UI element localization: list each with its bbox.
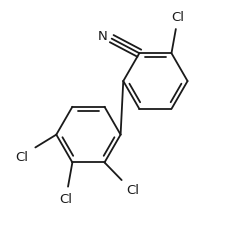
Text: Cl: Cl bbox=[126, 184, 138, 197]
Text: Cl: Cl bbox=[16, 151, 29, 164]
Text: N: N bbox=[97, 30, 107, 43]
Text: Cl: Cl bbox=[59, 193, 72, 206]
Text: Cl: Cl bbox=[171, 11, 184, 24]
